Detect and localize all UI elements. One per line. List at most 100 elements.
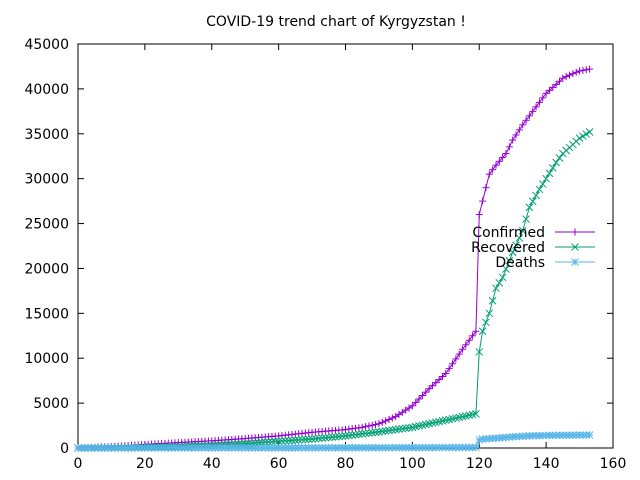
data-point xyxy=(264,438,273,446)
data-point xyxy=(268,437,276,446)
data-point xyxy=(505,143,513,151)
data-point xyxy=(482,184,490,192)
data-point xyxy=(502,265,510,273)
data-point xyxy=(542,174,550,183)
data-point xyxy=(422,388,430,396)
data-point xyxy=(512,241,520,249)
data-point xyxy=(535,185,544,194)
data-point xyxy=(438,373,446,381)
y-tick-label: 35000 xyxy=(24,127,69,143)
data-point xyxy=(478,327,487,336)
series-line-recovered xyxy=(77,131,590,449)
data-point xyxy=(362,423,370,431)
data-point xyxy=(375,427,383,436)
data-point xyxy=(274,437,283,446)
data-point xyxy=(395,425,403,434)
series-layer xyxy=(74,65,594,452)
data-point xyxy=(529,107,537,115)
y-tick-label: 20000 xyxy=(24,261,69,277)
data-point xyxy=(382,417,390,425)
data-point xyxy=(532,103,540,111)
data-point xyxy=(575,134,584,143)
data-point xyxy=(385,415,393,423)
data-point xyxy=(358,430,367,438)
data-point xyxy=(412,398,420,406)
data-point xyxy=(532,191,540,200)
data-point xyxy=(308,435,316,443)
data-point xyxy=(579,66,587,74)
data-point xyxy=(579,132,587,141)
x-tick-label: 60 xyxy=(270,456,288,472)
data-point xyxy=(324,433,333,442)
data-point xyxy=(391,425,400,434)
data-point xyxy=(559,74,567,82)
data-point xyxy=(472,443,480,452)
data-point xyxy=(348,431,357,439)
y-tick-label: 45000 xyxy=(24,37,69,53)
data-point xyxy=(495,278,504,287)
data-point xyxy=(445,365,453,373)
data-point xyxy=(582,130,591,138)
data-point xyxy=(398,424,407,433)
data-point xyxy=(545,169,554,178)
data-point xyxy=(485,170,493,178)
data-point xyxy=(271,437,280,446)
data-point xyxy=(358,423,366,431)
y-tick-label: 40000 xyxy=(24,82,69,98)
data-point xyxy=(556,77,563,85)
data-point xyxy=(408,402,416,410)
data-point xyxy=(566,71,574,79)
data-point xyxy=(435,376,443,384)
data-point xyxy=(549,83,557,91)
data-point xyxy=(261,438,270,447)
data-point xyxy=(361,429,370,438)
data-point xyxy=(509,136,517,144)
data-point xyxy=(585,128,594,136)
data-point xyxy=(288,436,296,445)
data-point xyxy=(375,420,383,428)
data-point xyxy=(351,430,360,439)
legend-marker xyxy=(571,258,579,266)
data-point xyxy=(479,197,487,205)
data-point xyxy=(525,112,533,120)
data-point xyxy=(569,70,577,78)
data-point xyxy=(485,309,494,318)
data-point xyxy=(278,437,286,445)
data-point xyxy=(425,385,433,393)
data-point xyxy=(368,421,376,429)
data-point xyxy=(465,336,473,344)
data-point xyxy=(535,98,543,106)
legend-label-recovered: Recovered xyxy=(471,240,545,256)
y-tick-label: 25000 xyxy=(24,217,69,233)
data-point xyxy=(518,226,527,235)
legend-marker xyxy=(571,228,579,236)
data-point xyxy=(452,355,460,363)
data-point xyxy=(388,414,396,422)
data-point xyxy=(341,432,350,440)
x-tick-label: 120 xyxy=(466,456,493,472)
data-point xyxy=(331,432,340,441)
data-point xyxy=(449,360,456,368)
data-point xyxy=(455,350,463,358)
data-point xyxy=(432,379,440,387)
legend-label-confirmed: Confirmed xyxy=(472,225,545,241)
data-point xyxy=(495,157,503,165)
data-point xyxy=(281,436,290,445)
data-point xyxy=(388,426,397,434)
data-point xyxy=(472,327,480,335)
legend-marker xyxy=(571,243,579,251)
data-point xyxy=(562,73,570,81)
data-point xyxy=(552,80,560,88)
data-point xyxy=(401,424,410,433)
data-point xyxy=(469,332,477,340)
data-point xyxy=(586,65,594,73)
data-point xyxy=(258,438,266,447)
data-point xyxy=(555,154,564,162)
data-point xyxy=(355,430,363,439)
data-point xyxy=(542,89,550,97)
series-recovered xyxy=(74,128,594,452)
y-axis: 0 5000 10000 15000 20000 25000 30000 35000 40000… xyxy=(24,37,613,457)
data-point xyxy=(372,420,380,428)
data-point xyxy=(311,434,320,443)
